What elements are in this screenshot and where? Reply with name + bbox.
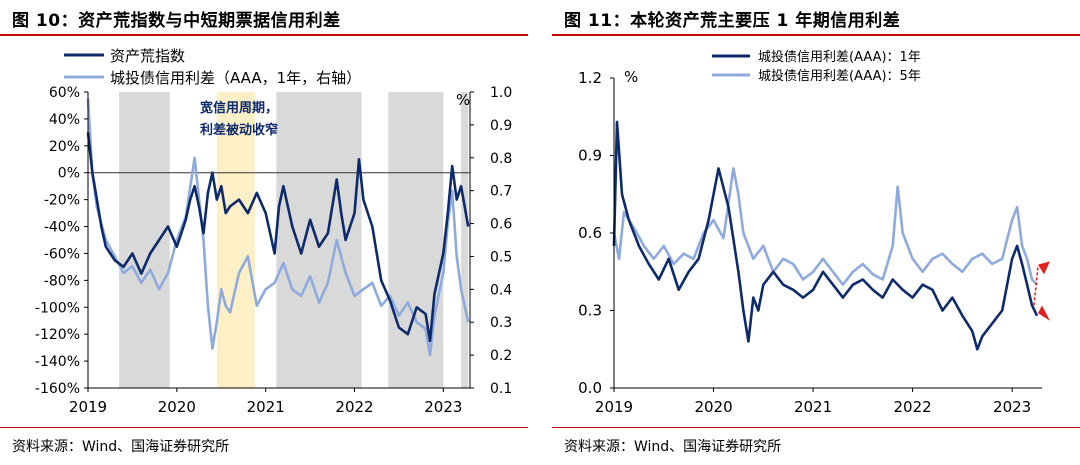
figure-10-title: 图 10：资产荒指数与中短期票据信用利差: [12, 11, 341, 31]
left-tick-label: 40%: [49, 112, 80, 128]
source-rule: [552, 427, 1080, 428]
series-line: [86, 132, 470, 343]
series-line: [612, 167, 1038, 287]
x-tick-label: 2019: [595, 398, 633, 416]
legend-label: 城投债信用利差(AAA)：5年: [758, 68, 921, 84]
right-tick-label: 0.6: [490, 217, 512, 233]
y-tick-label: 0.9: [578, 147, 602, 165]
x-tick-label: 2021: [794, 398, 832, 416]
series-line: [612, 120, 1039, 351]
y-tick-label: 0.3: [578, 302, 602, 320]
shaded-period: [119, 92, 170, 388]
source-rule: [0, 427, 528, 428]
title-rule: [552, 34, 1080, 36]
left-tick-label: -120%: [35, 327, 80, 343]
right-tick-label: 0.3: [490, 315, 512, 331]
left-tick-label: 60%: [49, 85, 80, 101]
right-axis-unit: %: [456, 91, 470, 109]
left-tick-label: -160%: [35, 381, 80, 397]
y-tick-label: 0.0: [578, 379, 602, 397]
series-lines: [612, 120, 1039, 351]
figure-11-source: 资料来源：Wind、国海证券研究所: [564, 439, 782, 455]
annotation-line-2: 利差被动收窄: [200, 122, 278, 138]
y-tick-label: 1.2: [578, 69, 602, 87]
arrow-head-5y: [1038, 261, 1051, 275]
legend-label: 城投债信用利差（AAA，1年，右轴）: [110, 69, 361, 87]
right-tick-label: 0.9: [490, 118, 512, 134]
series-line: [86, 98, 470, 357]
left-tick-label: -140%: [35, 354, 80, 370]
figure-11-title: 图 11：本轮资产荒主要压 1 年期信用利差: [564, 11, 901, 31]
right-tick-label: 0.8: [490, 151, 512, 167]
right-tick-label: 0.1: [490, 381, 512, 397]
x-tick-label: 2022: [335, 398, 373, 416]
x-tick-label: 2019: [69, 398, 107, 416]
right-tick-label: 0.4: [490, 282, 512, 298]
highlight-period: [216, 92, 256, 388]
left-tick-label: -40%: [44, 220, 80, 236]
right-tick-label: 0.7: [490, 184, 512, 200]
x-tick-label: 2023: [993, 398, 1031, 416]
left-tick-label: 20%: [49, 139, 80, 155]
shaded-periods: [119, 92, 469, 388]
annotation-line-1: 宽信用周期，: [199, 100, 278, 116]
right-tick-label: 1.0: [490, 85, 512, 101]
right-tick-label: 0.2: [490, 348, 512, 364]
x-tick-label: 2022: [894, 398, 932, 416]
x-tick-label: 2023: [424, 398, 462, 416]
x-tick-label: 2020: [694, 398, 732, 416]
trend-arrow-line: [1033, 266, 1039, 306]
x-tick-label: 2021: [247, 398, 285, 416]
right-tick-label: 0.5: [490, 249, 512, 265]
figure-10-source: 资料来源：Wind、国海证券研究所: [12, 439, 230, 455]
figure-11-panel: 图 11：本轮资产荒主要压 1 年期信用利差 1.2 0.9 0.6 0.3 0.0 20…: [552, 0, 1080, 465]
title-rule: [0, 34, 528, 36]
series-lines: [86, 98, 470, 357]
red-arrows: [1033, 261, 1051, 321]
x-tick-label: 2020: [158, 398, 196, 416]
y-axis-unit: %: [624, 68, 638, 86]
left-tick-label: -80%: [44, 273, 80, 289]
left-tick-label: -60%: [44, 246, 80, 262]
figure-10-chart: 60% 40% 20% 0% -20% -40% -60% -80% -100% -120% -14…: [35, 47, 512, 416]
left-tick-label: -20%: [44, 193, 80, 209]
legend-label: 资产荒指数: [110, 47, 185, 65]
y-tick-label: 0.6: [578, 224, 602, 242]
figure-10-panel: 图 10：资产荒指数与中短期票据信用利差 60% 40% 20% 0% -20% -40%…: [0, 0, 528, 465]
shaded-period: [461, 92, 469, 388]
axes: 60% 40% 20% 0% -20% -40% -60% -80% -100% -120% -14…: [35, 85, 512, 416]
shaded-period: [388, 92, 444, 388]
left-tick-label: 0%: [58, 166, 80, 182]
left-tick-label: -100%: [35, 300, 80, 316]
shaded-period: [276, 92, 362, 388]
arrow-head-1y: [1038, 305, 1051, 321]
legend-label: 城投债信用利差(AAA)：1年: [758, 49, 921, 65]
